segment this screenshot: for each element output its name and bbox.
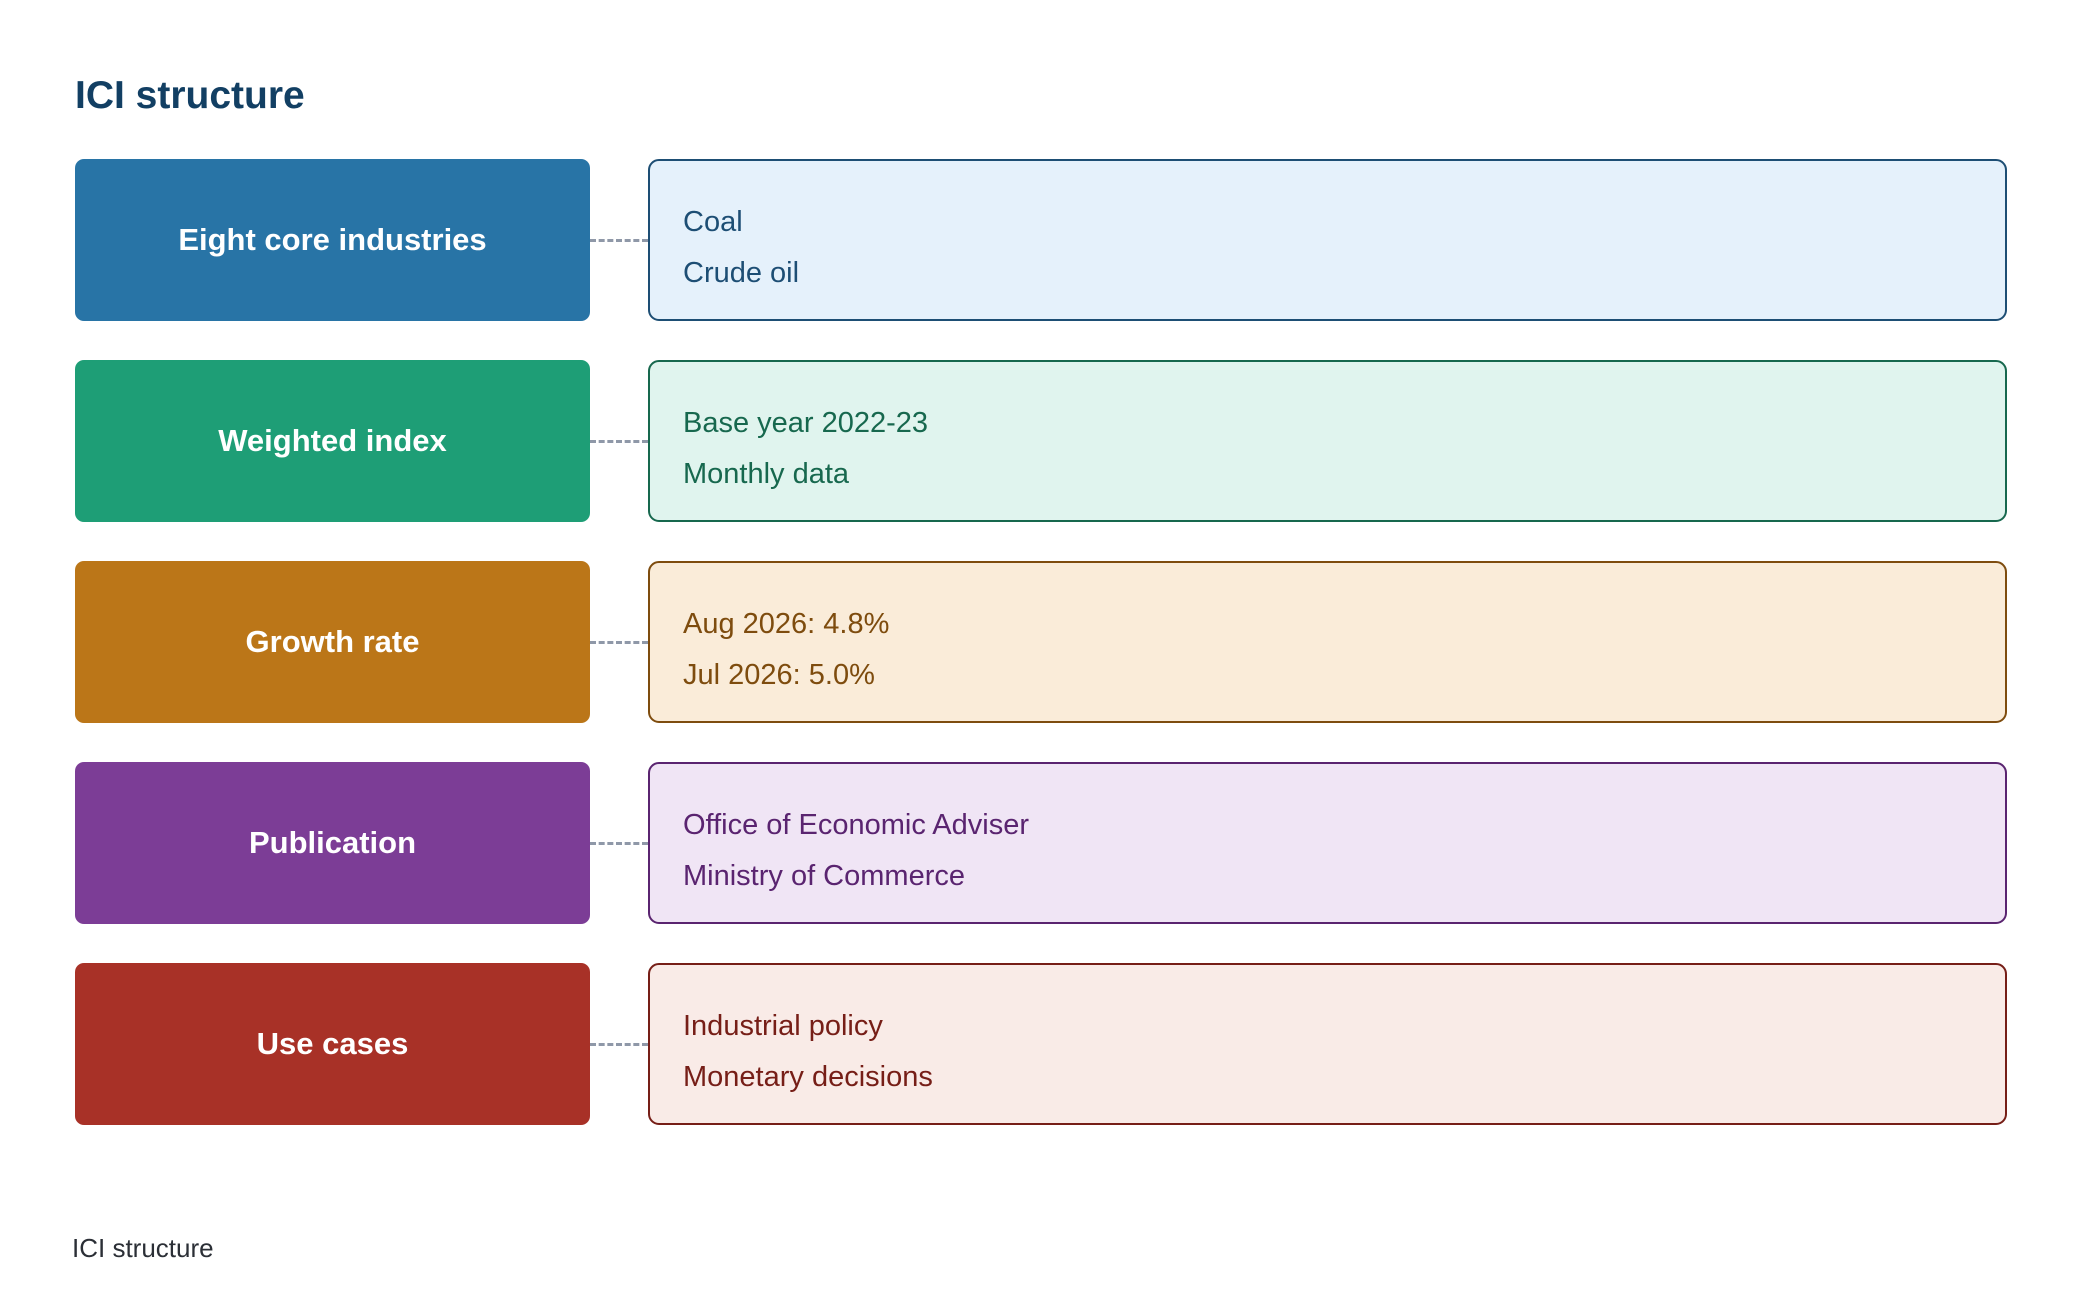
category-box: Weighted index: [75, 360, 590, 522]
detail-box: Aug 2026: 4.8% Jul 2026: 5.0%: [648, 561, 2007, 723]
detail-line: Aug 2026: 4.8%: [683, 608, 890, 640]
detail-box: Coal Crude oil: [648, 159, 2007, 321]
detail-line: Industrial policy: [683, 1010, 883, 1042]
dashed-connector: [590, 842, 648, 845]
category-box: Eight core industries: [75, 159, 590, 321]
category-box: Growth rate: [75, 561, 590, 723]
detail-line: Coal: [683, 206, 743, 238]
dashed-connector: [590, 1043, 648, 1046]
detail-box: Industrial policy Monetary decisions: [648, 963, 2007, 1125]
detail-box: Base year 2022-23 Monthly data: [648, 360, 2007, 522]
figure-caption: ICI structure: [72, 1233, 214, 1263]
detail-box: Office of Economic Adviser Ministry of C…: [648, 762, 2007, 924]
detail-line: Base year 2022-23: [683, 407, 929, 439]
diagram-row-publication: Publication Office of Economic Adviser M…: [75, 762, 2007, 924]
category-box: Use cases: [75, 963, 590, 1125]
detail-line: Crude oil: [683, 257, 800, 289]
detail-line: Monetary decisions: [683, 1061, 933, 1093]
diagram-row-eight-core-industries: Eight core industries Coal Crude oil: [75, 159, 2007, 321]
detail-line: Office of Economic Adviser: [683, 809, 1030, 841]
category-box: Publication: [75, 762, 590, 924]
dashed-connector: [590, 239, 648, 242]
detail-line: Jul 2026: 5.0%: [683, 659, 875, 691]
diagram-title: ICI structure: [75, 74, 305, 117]
diagram-row-growth-rate: Growth rate Aug 2026: 4.8% Jul 2026: 5.0…: [75, 561, 2007, 723]
detail-line: Monthly data: [683, 458, 850, 490]
diagram-row-use-cases: Use cases Industrial policy Monetary dec…: [75, 963, 2007, 1125]
diagram-row-weighted-index: Weighted index Base year 2022-23 Monthly…: [75, 360, 2007, 522]
dashed-connector: [590, 641, 648, 644]
detail-line: Ministry of Commerce: [683, 860, 965, 892]
dashed-connector: [590, 440, 648, 443]
